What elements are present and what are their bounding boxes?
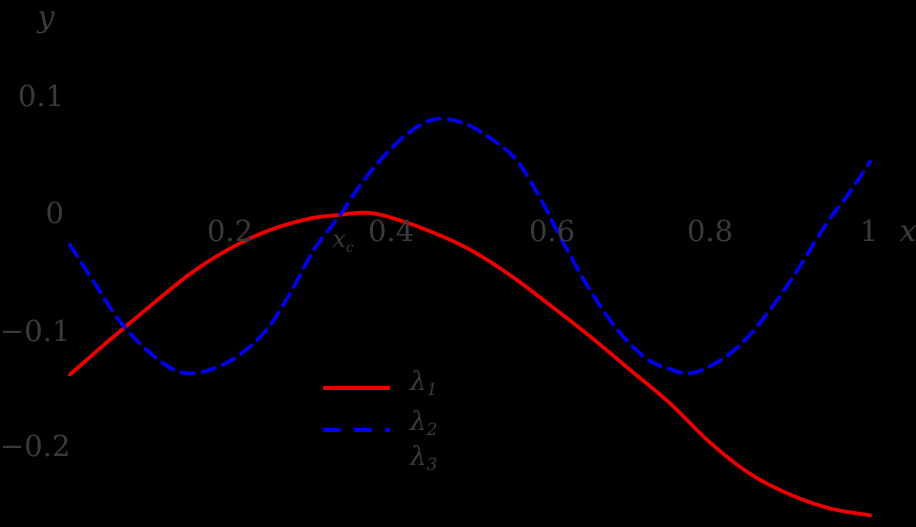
legend-lambda1-subscript: 1 (426, 380, 438, 401)
x-tick-label: 1 (859, 214, 879, 248)
x-c-subscript: c (345, 239, 354, 256)
legend-label-lambda2: λ2 (410, 409, 437, 439)
curve-lambda1 (68, 210, 872, 518)
y-tick-label: −0.2 (0, 429, 71, 463)
legend-lambda3-subscript: 3 (426, 455, 438, 476)
x-c-base: x (332, 225, 346, 253)
y-axis-label: y (37, 0, 55, 35)
legend-lambda2-subscript: 2 (426, 420, 438, 441)
x-tick-label: 0.6 (528, 214, 576, 248)
x-c-tick-label: xc (332, 227, 353, 256)
curve-lambda2 (68, 116, 872, 376)
x-tick-label: 0.4 (367, 214, 415, 248)
legend-lambda3-base: λ (410, 442, 427, 472)
y-tick-label: 0.1 (17, 79, 64, 113)
y-tick-label: −0.1 (0, 314, 71, 348)
legend-label-lambda3: λ3 (410, 444, 437, 474)
y-tick-label: 0 (45, 196, 64, 230)
x-tick-label: 0.2 (206, 214, 254, 248)
legend-lambda2-base: λ (410, 407, 427, 437)
x-axis-label: x (899, 214, 916, 249)
legend-lambda1-base: λ (410, 367, 427, 397)
legend-label-lambda1: λ1 (410, 369, 437, 399)
x-tick-label: 0.8 (686, 214, 734, 248)
